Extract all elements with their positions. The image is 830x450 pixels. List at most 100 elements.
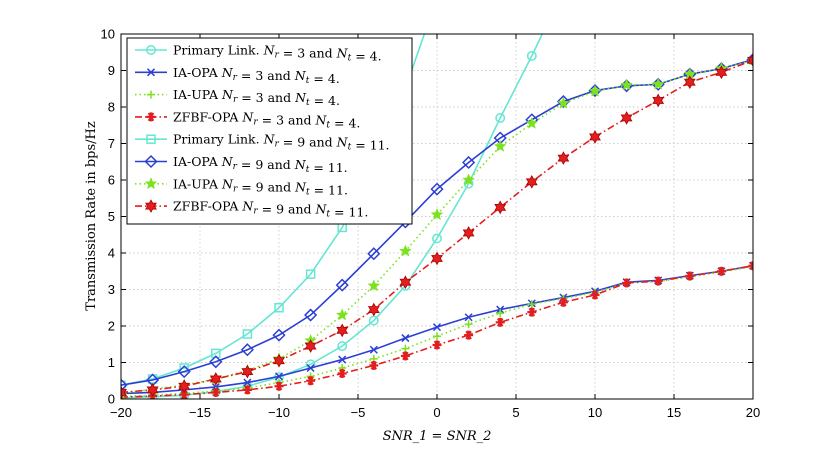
data-point [525,175,538,189]
legend-item-1: Primary Link. Nr = 3 and Nt = 4. [135,43,382,64]
data-point [464,330,474,340]
legend-item-3: IA-UPA Nr = 3 and Nt = 4. [135,87,340,108]
data-point [242,329,253,339]
data-point [305,269,316,279]
y-axis-label: Transmission Rate in bps/Hz [84,121,99,311]
data-point [527,307,537,317]
data-point [462,226,475,240]
data-point [588,84,602,98]
data-point [179,390,189,399]
y-tick-label: 6 [108,173,115,188]
x-tick-label: −20 [110,405,132,420]
data-point [526,50,537,61]
data-point [653,276,663,286]
data-point [274,303,284,313]
data-point [683,75,696,90]
data-point [211,387,221,397]
data-point [462,173,475,186]
data-point [399,244,412,257]
legend-marker [146,134,156,144]
data-point [589,130,601,144]
data-point [496,309,505,318]
data-point [622,278,632,288]
y-tick-label: 3 [108,282,115,297]
y-tick-label: 5 [108,209,115,224]
data-point [430,207,444,221]
data-point [399,275,412,290]
data-point [748,261,753,271]
legend: Primary Link. Nr = 3 and Nt = 4.IA-OPA N… [126,37,413,225]
data-point [557,96,570,109]
series-4 [121,261,753,399]
x-tick-label: −15 [189,405,211,420]
legend-label: IA-UPA Nr = 3 and Nt = 4. [173,87,340,108]
data-point [335,308,349,321]
data-point [400,351,410,361]
data-point [367,302,380,317]
y-tick-label: 0 [108,392,115,407]
x-tick-label: −10 [268,405,290,420]
data-point [274,381,284,391]
data-point [306,363,315,373]
data-point [121,385,127,399]
data-point [464,313,473,322]
data-point [306,376,316,386]
data-point [747,53,753,68]
data-point [121,378,128,392]
data-point [209,355,223,369]
y-tick-label: 1 [108,355,115,370]
data-point [240,343,254,357]
data-point [464,320,473,329]
data-point [369,360,379,370]
data-point [146,383,159,397]
y-tick-label: 10 [101,27,115,42]
data-point [462,155,476,170]
data-point [401,334,410,343]
data-point [493,139,507,152]
legend-label: ZFBF-OPA Nr = 9 and Nt = 11. [173,199,368,220]
data-point [338,355,347,364]
legend-item-7: IA-UPA Nr = 9 and Nt = 11. [135,176,348,197]
x-tick-label: 0 [433,405,440,420]
legend-item-6: IA-OPA Nr = 9 and Nt = 11. [135,154,348,175]
data-point [715,65,728,80]
data-point [401,344,410,353]
data-point [651,77,665,90]
x-tick-label: 5 [512,405,519,420]
data-point [432,340,442,350]
legend-marker [146,45,156,55]
data-point [716,266,726,276]
legend-item-5: Primary Link. Nr = 9 and Nt = 11. [135,132,390,153]
data-point [495,113,506,123]
axis-ticks: −20 −15 −10 −5 0 5 10 15 20 0 1 2 3 4 5 6 7 8 9 10 [101,27,761,421]
legend-label: IA-OPA Nr = 3 and Nt = 4. [173,65,340,86]
data-point [430,182,444,196]
legend-item-4: ZFBF-OPA Nr = 3 and Nt = 4. [135,109,360,130]
legend-label: ZFBF-OPA Nr = 3 and Nt = 4. [173,109,360,130]
x-tick-label: −5 [351,405,366,420]
legend-marker [146,68,156,77]
legend-marker [145,199,157,213]
data-point [211,348,221,359]
data-point [557,151,570,165]
data-point [433,0,441,2]
data-point [685,271,695,281]
legend-box [126,37,413,225]
data-point [590,290,600,300]
series-8 [121,53,753,399]
legend-marker [144,154,158,169]
data-point [527,300,536,309]
data-point [495,317,505,327]
data-point [432,323,442,332]
x-tick-label: 15 [667,405,681,420]
data-point [209,372,222,386]
data-point [369,345,378,354]
x-tick-label: 20 [746,405,760,420]
data-point [337,341,348,352]
x-axis-label: SNR_1 = SNR_2 [383,429,492,444]
y-tick-label: 2 [108,319,115,334]
data-point [337,368,347,378]
legend-label: IA-UPA Nr = 9 and Nt = 11. [173,176,348,197]
data-point [431,251,443,266]
